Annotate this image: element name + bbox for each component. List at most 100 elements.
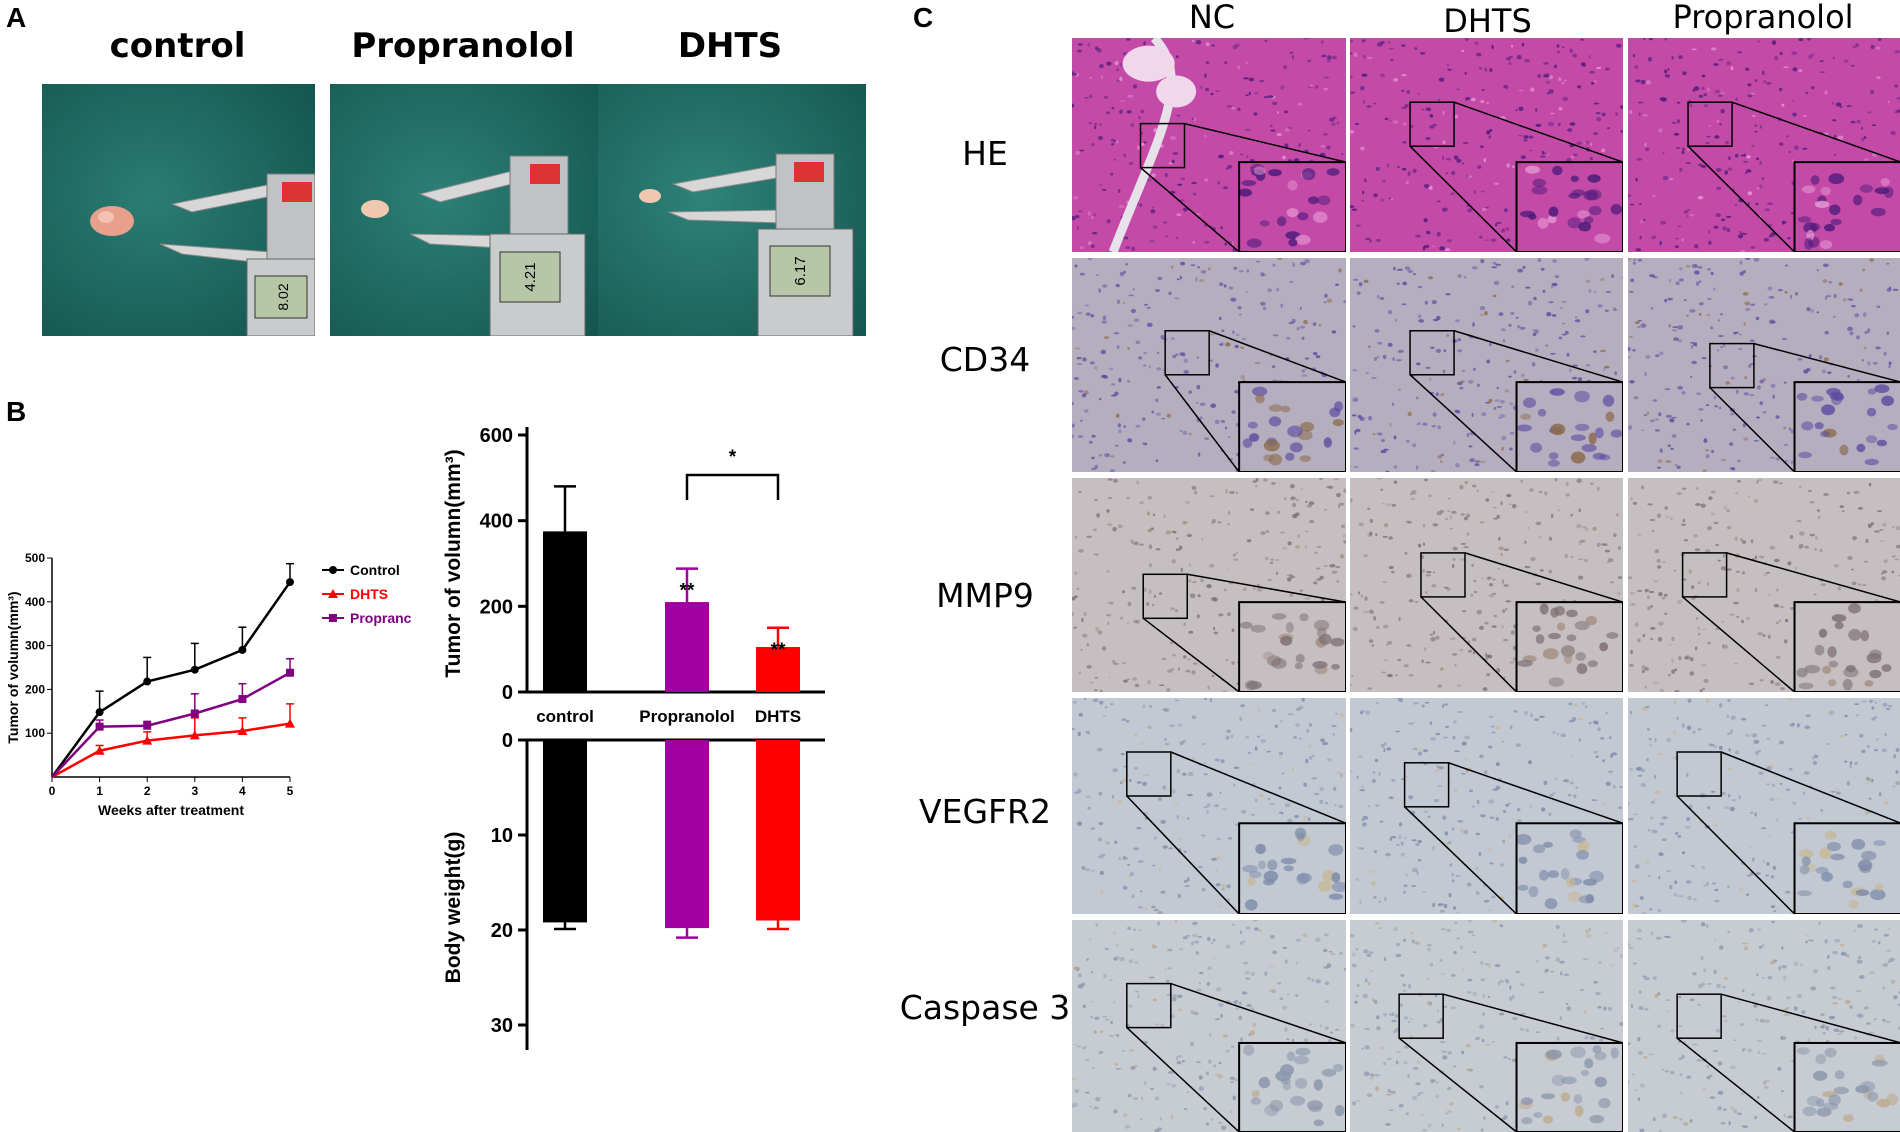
cell-nucleus [1690,671,1695,676]
cell-nucleus [1425,591,1427,594]
cell-nucleus [1827,710,1833,714]
cell-nucleus [1248,752,1252,754]
cell-nucleus [1118,524,1123,528]
cell-nucleus [1794,1006,1798,1010]
cell-nucleus [1756,1018,1758,1021]
cell-nucleus [1406,873,1408,876]
cell-nucleus [1658,753,1663,756]
cell-nucleus [1249,78,1254,82]
cell-nucleus [1424,479,1428,482]
cell-nucleus [1138,356,1142,359]
cell-nucleus [1343,300,1346,303]
cell-nucleus [1233,267,1237,270]
cell-nucleus [1641,485,1644,489]
cell-nucleus [1158,1127,1162,1130]
cell-nucleus [1396,1060,1398,1064]
cell-nucleus [1115,1063,1118,1065]
zoom-cell [1835,622,1844,630]
cell-nucleus [1148,496,1152,500]
cell-nucleus [1714,970,1717,975]
cell-nucleus [1191,182,1197,185]
cell-nucleus [1413,273,1416,275]
cell-nucleus [1350,934,1354,938]
cell-nucleus [1645,372,1647,376]
cell-nucleus [1225,342,1230,346]
zoom-cell [1517,660,1532,667]
cell-nucleus [1311,979,1314,982]
cell-nucleus [1182,773,1186,776]
cell-nucleus [1179,948,1184,950]
cell-nucleus [1667,298,1673,301]
cell-nucleus [1657,565,1661,569]
cell-nucleus [1759,161,1761,165]
cell-nucleus [1876,306,1880,308]
cell-nucleus [1764,1019,1770,1023]
cell-nucleus [1387,503,1391,506]
cell-nucleus [1696,392,1701,395]
cell-nucleus [1856,335,1860,339]
zoom-cell [1821,404,1835,415]
cell-nucleus [1352,397,1358,402]
cell-nucleus [1548,122,1554,126]
cell-nucleus [1643,634,1646,637]
cell-nucleus [1776,621,1779,624]
cell-nucleus [1780,1036,1782,1040]
cell-nucleus [1245,94,1248,96]
cell-nucleus [1832,996,1837,999]
cell-nucleus [1279,786,1282,789]
cell-nucleus [1199,1075,1203,1079]
cell-nucleus [1653,1117,1656,1121]
zoom-cell [1575,1105,1584,1117]
cell-nucleus [1216,856,1221,859]
cell-nucleus [1682,391,1686,395]
cell-nucleus [1733,602,1739,605]
cell-nucleus [1649,274,1655,277]
cell-nucleus [1207,803,1211,807]
cell-nucleus [1755,203,1758,206]
cell-nucleus [1475,867,1478,869]
cell-nucleus [1106,614,1111,616]
cell-nucleus [1640,236,1642,240]
cell-nucleus [1893,995,1897,999]
cell-nucleus [1545,345,1548,347]
cell-nucleus [1182,740,1186,743]
cell-nucleus [1436,764,1439,768]
cell-nucleus [1641,430,1644,432]
cell-nucleus [1662,152,1664,154]
cell-nucleus [1839,1031,1844,1033]
cell-nucleus [1889,287,1891,291]
cell-nucleus [1460,387,1464,390]
cell-nucleus [1248,763,1253,765]
cell-nucleus [1824,331,1829,335]
cell-nucleus [1424,184,1430,188]
cell-nucleus [1142,782,1147,786]
cell-nucleus [1711,791,1715,793]
cell-nucleus [1757,40,1760,42]
cell-nucleus [1641,783,1646,787]
cell-nucleus [1707,526,1712,530]
cell-nucleus [1471,805,1475,807]
cell-nucleus [1200,86,1202,89]
zoom-cell [1887,1093,1899,1105]
cell-nucleus [1520,1028,1524,1030]
zoom-cell [1848,629,1861,641]
cell-nucleus [1757,1096,1759,1099]
cell-nucleus [1737,460,1740,462]
cell-nucleus [1404,884,1408,887]
cell-nucleus [1090,1016,1092,1018]
volume-bar [543,531,587,692]
cell-nucleus [1144,1081,1147,1085]
cell-nucleus [1352,369,1357,371]
cell-nucleus [1658,637,1662,642]
cell-nucleus [1538,258,1541,262]
cell-nucleus [1523,138,1527,142]
cell-nucleus [1383,355,1387,359]
cell-nucleus [1808,940,1814,942]
cell-nucleus [1701,664,1707,666]
cell-nucleus [1876,47,1879,50]
cell-nucleus [1679,278,1684,281]
cell-nucleus [1891,980,1896,984]
cell-nucleus [1386,1094,1392,1096]
cell-nucleus [1126,497,1130,499]
cell-nucleus [1472,266,1478,269]
